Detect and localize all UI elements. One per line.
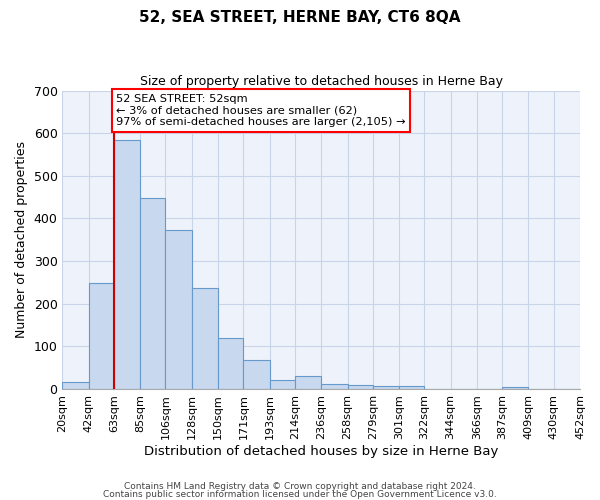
Text: Contains public sector information licensed under the Open Government Licence v3: Contains public sector information licen…	[103, 490, 497, 499]
Bar	[373, 386, 399, 389]
Bar	[192, 288, 218, 389]
Bar	[295, 376, 321, 389]
Text: 52 SEA STREET: 52sqm
← 3% of detached houses are smaller (62)
97% of semi-detach: 52 SEA STREET: 52sqm ← 3% of detached ho…	[116, 94, 406, 127]
Title: Size of property relative to detached houses in Herne Bay: Size of property relative to detached ho…	[140, 75, 503, 88]
Text: Contains HM Land Registry data © Crown copyright and database right 2024.: Contains HM Land Registry data © Crown c…	[124, 482, 476, 491]
Bar	[166, 230, 192, 389]
Bar	[114, 140, 140, 389]
Bar	[502, 387, 529, 389]
Bar	[399, 386, 424, 389]
Y-axis label: Number of detached properties: Number of detached properties	[15, 142, 28, 338]
Bar	[62, 382, 89, 389]
Bar	[218, 338, 244, 389]
Bar	[140, 198, 166, 389]
X-axis label: Distribution of detached houses by size in Herne Bay: Distribution of detached houses by size …	[144, 444, 499, 458]
Bar	[244, 360, 269, 389]
Bar	[89, 283, 114, 389]
Bar	[321, 384, 347, 389]
Bar	[269, 380, 295, 389]
Text: 52, SEA STREET, HERNE BAY, CT6 8QA: 52, SEA STREET, HERNE BAY, CT6 8QA	[139, 10, 461, 25]
Bar	[347, 384, 373, 389]
